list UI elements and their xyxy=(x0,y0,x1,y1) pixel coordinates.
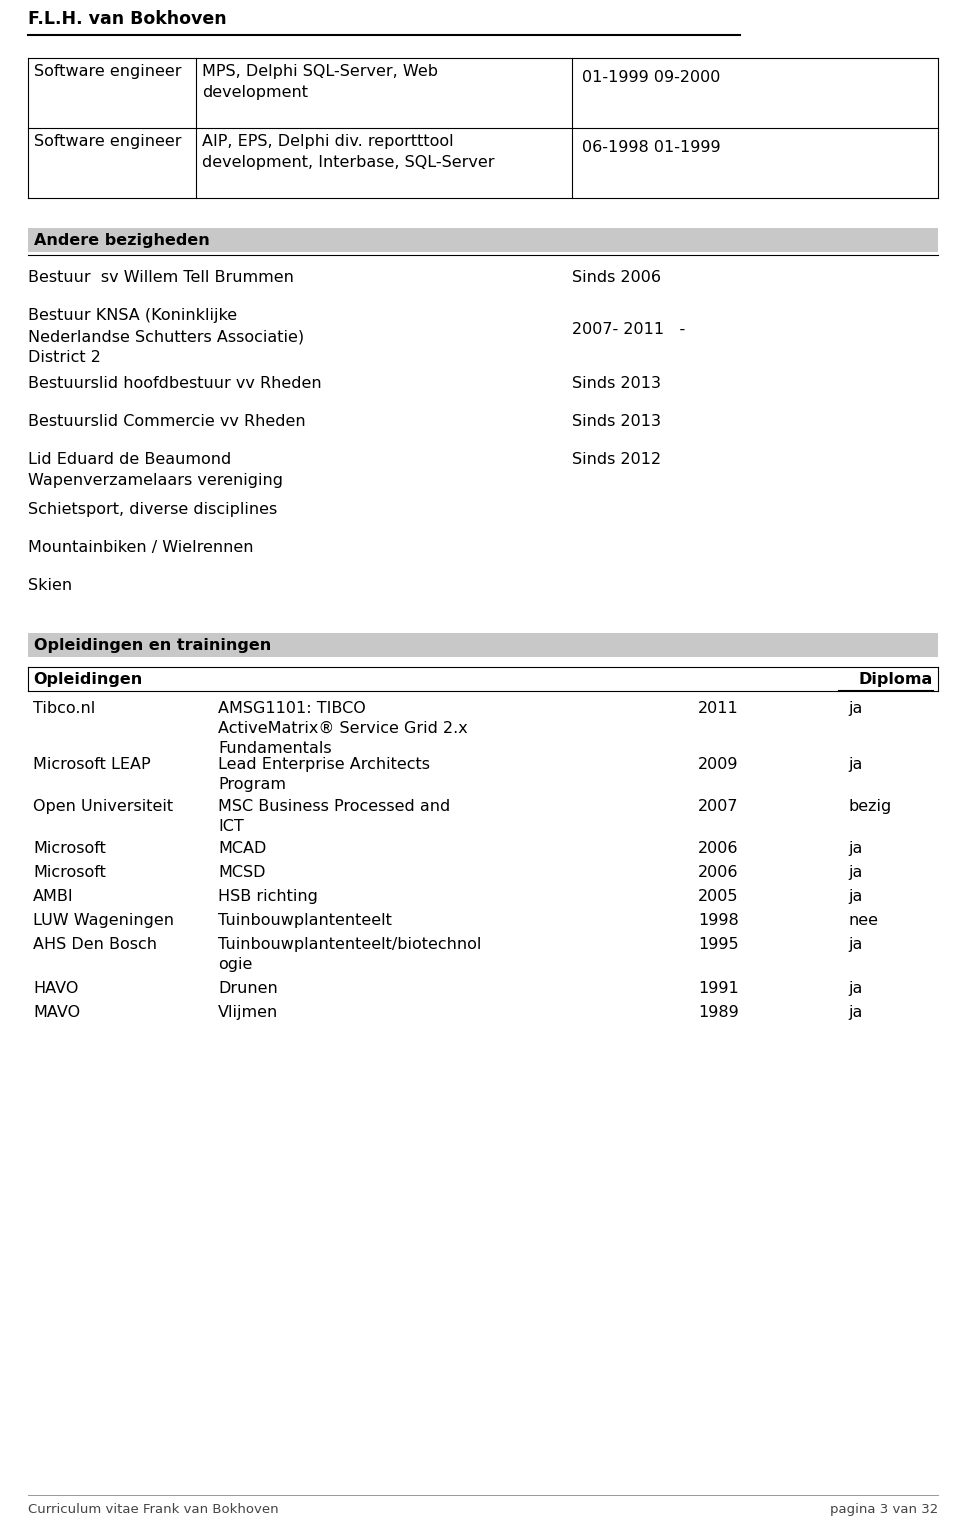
Text: MCSD: MCSD xyxy=(218,865,266,880)
Text: Schietsport, diverse disciplines: Schietsport, diverse disciplines xyxy=(28,502,277,517)
Text: Diploma: Diploma xyxy=(859,672,933,687)
Text: AIP, EPS, Delphi div. reportttool
development, Interbase, SQL-Server: AIP, EPS, Delphi div. reportttool develo… xyxy=(202,134,494,170)
Text: MAVO: MAVO xyxy=(33,1005,80,1020)
Text: 2005: 2005 xyxy=(698,889,738,904)
Text: Skien: Skien xyxy=(28,578,72,593)
Text: ja: ja xyxy=(848,757,862,772)
Text: Bestuur  sv Willem Tell Brummen: Bestuur sv Willem Tell Brummen xyxy=(28,271,294,286)
Text: LUW Wageningen: LUW Wageningen xyxy=(33,914,174,929)
Text: AMBI: AMBI xyxy=(33,889,74,904)
Text: F.L.H. van Bokhoven: F.L.H. van Bokhoven xyxy=(28,11,227,27)
Text: AHS Den Bosch: AHS Den Bosch xyxy=(33,936,157,952)
Text: ja: ja xyxy=(848,889,862,904)
Text: Mountainbiken / Wielrennen: Mountainbiken / Wielrennen xyxy=(28,540,253,555)
Text: Microsoft LEAP: Microsoft LEAP xyxy=(33,757,151,772)
Text: 2007- 2011   -: 2007- 2011 - xyxy=(572,322,685,337)
Text: HSB richting: HSB richting xyxy=(218,889,318,904)
Text: Lid Eduard de Beaumond
Wapenverzamelaars vereniging: Lid Eduard de Beaumond Wapenverzamelaars… xyxy=(28,451,283,488)
Text: MSC Business Processed and
ICT: MSC Business Processed and ICT xyxy=(218,800,450,834)
Text: 06-1998 01-1999: 06-1998 01-1999 xyxy=(582,140,721,155)
Text: Microsoft: Microsoft xyxy=(33,841,106,856)
Text: 1991: 1991 xyxy=(698,980,739,996)
Text: Open Universiteit: Open Universiteit xyxy=(33,800,173,815)
Text: Andere bezigheden: Andere bezigheden xyxy=(34,233,209,248)
Text: Software engineer: Software engineer xyxy=(34,134,181,149)
Text: Lead Enterprise Architects
Program: Lead Enterprise Architects Program xyxy=(218,757,430,792)
Text: MCAD: MCAD xyxy=(218,841,266,856)
Text: Microsoft: Microsoft xyxy=(33,865,106,880)
Text: Software engineer: Software engineer xyxy=(34,64,181,79)
Text: Vlijmen: Vlijmen xyxy=(218,1005,278,1020)
Text: Tuinbouwplantenteelt/biotechnol
ogie: Tuinbouwplantenteelt/biotechnol ogie xyxy=(218,936,481,971)
Text: Bestuurslid hoofdbestuur vv Rheden: Bestuurslid hoofdbestuur vv Rheden xyxy=(28,375,322,391)
Text: ja: ja xyxy=(848,701,862,716)
Text: 1995: 1995 xyxy=(698,936,738,952)
Text: ja: ja xyxy=(848,980,862,996)
Text: 2006: 2006 xyxy=(698,865,738,880)
Text: Drunen: Drunen xyxy=(218,980,277,996)
Text: 1998: 1998 xyxy=(698,914,739,929)
Text: Tibco.nl: Tibco.nl xyxy=(33,701,95,716)
Text: 01-1999 09-2000: 01-1999 09-2000 xyxy=(582,70,720,85)
Text: 2009: 2009 xyxy=(698,757,738,772)
Text: Sinds 2013: Sinds 2013 xyxy=(572,413,661,429)
Text: HAVO: HAVO xyxy=(33,980,79,996)
Text: Sinds 2013: Sinds 2013 xyxy=(572,375,661,391)
Text: ja: ja xyxy=(848,865,862,880)
Text: Opleidingen en trainingen: Opleidingen en trainingen xyxy=(34,638,272,654)
Bar xyxy=(28,632,938,657)
Text: Opleidingen: Opleidingen xyxy=(33,672,142,687)
Text: ja: ja xyxy=(848,936,862,952)
Text: Curriculum vitae Frank van Bokhoven: Curriculum vitae Frank van Bokhoven xyxy=(28,1503,278,1515)
Text: 2011: 2011 xyxy=(698,701,739,716)
Text: bezig: bezig xyxy=(848,800,891,815)
Text: Bestuur KNSA (Koninklijke
Nederlandse Schutters Associatie)
District 2: Bestuur KNSA (Koninklijke Nederlandse Sc… xyxy=(28,309,304,365)
Bar xyxy=(28,228,938,252)
Text: nee: nee xyxy=(848,914,878,929)
Text: 2007: 2007 xyxy=(698,800,738,815)
Text: 2006: 2006 xyxy=(698,841,738,856)
Text: AMSG1101: TIBCO
ActiveMatrix® Service Grid 2.x
Fundamentals: AMSG1101: TIBCO ActiveMatrix® Service Gr… xyxy=(218,701,468,755)
Text: MPS, Delphi SQL-Server, Web
development: MPS, Delphi SQL-Server, Web development xyxy=(202,64,438,100)
Text: Bestuurslid Commercie vv Rheden: Bestuurslid Commercie vv Rheden xyxy=(28,413,305,429)
Text: Tuinbouwplantenteelt: Tuinbouwplantenteelt xyxy=(218,914,392,929)
Text: ja: ja xyxy=(848,1005,862,1020)
Text: Sinds 2012: Sinds 2012 xyxy=(572,451,661,467)
Text: pagina 3 van 32: pagina 3 van 32 xyxy=(829,1503,938,1515)
Text: Sinds 2006: Sinds 2006 xyxy=(572,271,661,286)
Text: ja: ja xyxy=(848,841,862,856)
Text: 1989: 1989 xyxy=(698,1005,739,1020)
